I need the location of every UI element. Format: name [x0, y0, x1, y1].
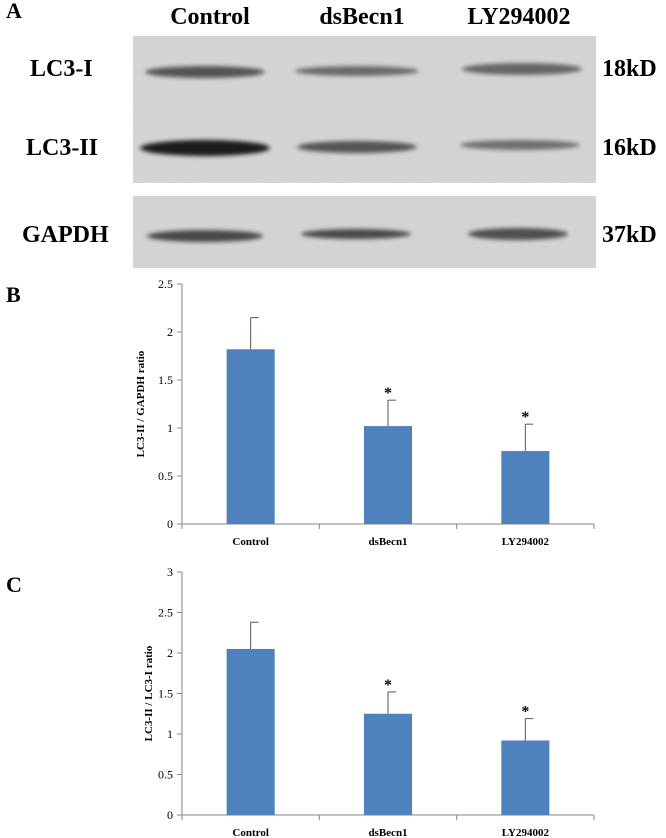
- category-label: LY294002: [502, 536, 550, 548]
- y-axis-label: LC3-II / GAPDH ratio: [135, 350, 147, 457]
- significance-mark: *: [384, 385, 392, 402]
- row-label-gapdh: GAPDH: [22, 222, 109, 248]
- row-label-lc3ii: LC3-II: [26, 135, 98, 161]
- band-lc3i-ly294002: [462, 63, 582, 75]
- y-tick-label: 2: [167, 325, 173, 339]
- chart-lc3ii-lc3i: 0 0.5 1 1.5 2 2.5 3 Control * dsBecn1 * LY294002 LC3…: [143, 565, 595, 838]
- y-tick-label: 2.5: [158, 606, 173, 620]
- y-tick-label: 3: [167, 565, 173, 579]
- mw-label-16kd: 16kD: [602, 135, 657, 161]
- row-label-lc3i: LC3-I: [30, 56, 93, 82]
- panel-letter-a: A: [6, 0, 22, 23]
- y-tick-label: 1: [167, 727, 173, 741]
- band-lc3i-dsbecn1: [295, 66, 419, 76]
- bar-ly294002: [501, 451, 550, 524]
- band-lc3ii-dsbecn1: [297, 141, 417, 153]
- bar-control: [226, 648, 275, 815]
- y-tick-label: 1: [167, 421, 173, 435]
- band-lc3i-control: [145, 66, 265, 78]
- band-gapdh-dsbecn1: [301, 229, 411, 239]
- chart-lc3ii-gapdh: 0 0.5 1 1.5 2 2.5 Control * dsBecn1 * LY294002 LC3-…: [135, 277, 595, 548]
- significance-mark: *: [521, 409, 529, 426]
- y-axis-label: LC3-II / LC3-I ratio: [143, 645, 155, 741]
- band-gapdh-ly294002: [468, 228, 568, 240]
- y-tick-label: 0: [167, 808, 173, 822]
- y-tick-label: 0.5: [158, 469, 173, 483]
- blot-membrane-lc3: [133, 36, 596, 183]
- lane-label-ly294002: LY294002: [467, 4, 570, 30]
- y-tick-label: 0: [167, 517, 173, 531]
- bar-dsbecn1: [363, 426, 413, 524]
- y-tick-label: 1.5: [158, 687, 173, 701]
- lane-label-dsbecn1: dsBecn1: [319, 4, 404, 30]
- y-tick-label: 0.5: [158, 768, 173, 782]
- blot-membrane-gapdh: [133, 196, 596, 268]
- category-label: dsBecn1: [368, 536, 407, 548]
- category-label: LY294002: [502, 827, 550, 838]
- significance-mark: *: [521, 704, 529, 721]
- bar-control: [226, 349, 275, 524]
- category-label: dsBecn1: [368, 827, 407, 838]
- y-tick-label: 2: [167, 646, 173, 660]
- band-gapdh-control: [147, 230, 263, 242]
- category-label: Control: [232, 827, 268, 838]
- panel-letter-c: C: [6, 572, 22, 597]
- band-lc3ii-ly294002: [460, 140, 580, 150]
- bar-ly294002: [501, 740, 550, 815]
- band-lc3ii-control: [140, 140, 270, 156]
- y-tick-label: 1.5: [158, 373, 173, 387]
- y-tick-label: 2.5: [158, 277, 173, 291]
- bar-dsbecn1: [363, 713, 413, 815]
- category-label: Control: [232, 536, 268, 548]
- mw-label-37kd: 37kD: [602, 222, 657, 248]
- significance-mark: *: [384, 677, 392, 694]
- panel-letter-b: B: [6, 282, 21, 307]
- mw-label-18kd: 18kD: [602, 56, 657, 82]
- lane-label-control: Control: [170, 4, 250, 30]
